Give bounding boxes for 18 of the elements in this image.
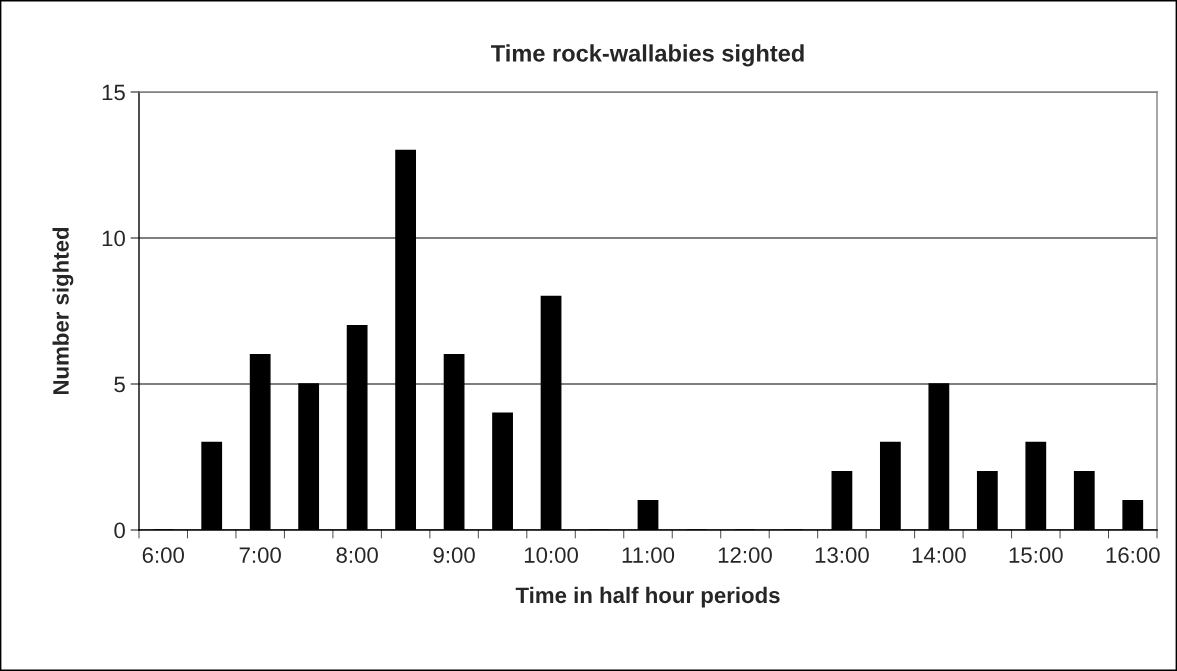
x-tick-label: 15:00 (1009, 547, 1063, 563)
chart-title: Time rock-wallabies sighted (491, 44, 804, 67)
x-axis-title: Time in half hour periods (515, 586, 780, 608)
y-tick-label: 5 (114, 376, 125, 393)
y-tick-label: 0 (114, 522, 125, 539)
y-tick-label: 15 (102, 84, 125, 101)
x-tick-label: 13:00 (815, 547, 869, 563)
x-tick-label: 11:00 (622, 547, 675, 563)
x-tick-label: 6:00 (142, 547, 184, 563)
x-tick-label: 7:00 (239, 547, 281, 563)
x-tick-label: 10:00 (524, 547, 578, 563)
x-tick-label: 14:00 (912, 547, 966, 563)
y-tick-label: 10 (102, 230, 125, 247)
x-tick-label: 8:00 (336, 547, 378, 563)
x-tick-label: 12:00 (718, 547, 772, 563)
y-axis-title: Number sighted (52, 227, 74, 395)
x-tick-label: 16:00 (1106, 547, 1160, 563)
x-tick-label: 9:00 (433, 547, 475, 563)
